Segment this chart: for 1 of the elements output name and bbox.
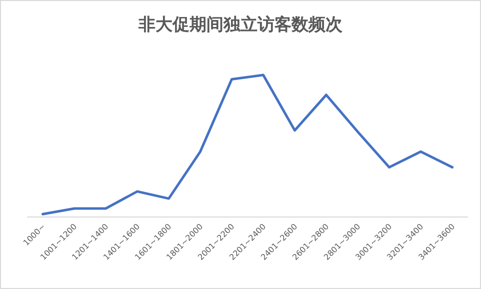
chart-title: 非大促期间独立访客数频次 <box>138 15 344 35</box>
